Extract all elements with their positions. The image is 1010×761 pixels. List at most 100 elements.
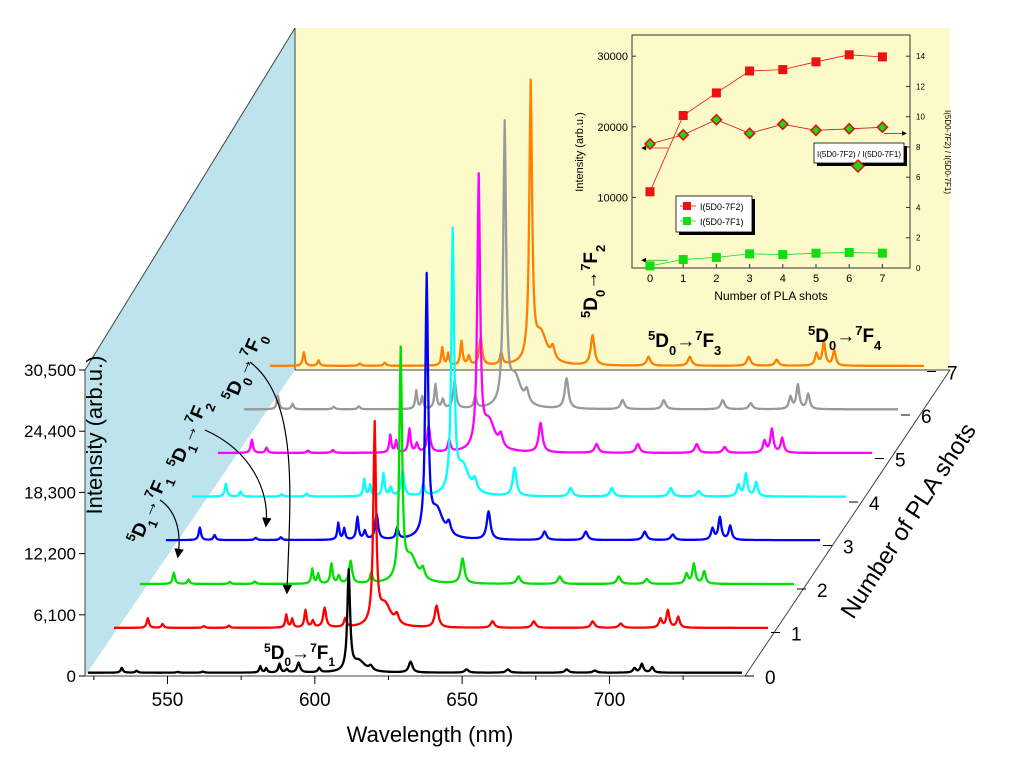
spectrum-shot-1 bbox=[113, 419, 769, 630]
label-5d0-7f2: 5D0→7F2 bbox=[578, 245, 608, 318]
x-tick-label: 550 bbox=[152, 690, 184, 711]
inset-right-tick-label: 4 bbox=[916, 203, 921, 212]
inset-point bbox=[877, 52, 887, 62]
y-axis-title: Intensity (arb.u.) bbox=[82, 356, 107, 515]
spectrum-shot-4 bbox=[191, 226, 847, 498]
y-axis: 0 6,100 12,200 18,300 24,400 30,500 bbox=[24, 361, 85, 686]
y-tick-label: 30,500 bbox=[24, 361, 76, 380]
y-tick-label: 0 bbox=[67, 667, 76, 686]
spectrum-shot-5 bbox=[217, 172, 873, 455]
ratio-legend-marker bbox=[850, 158, 866, 174]
inset-x-tick-label: 1 bbox=[680, 273, 686, 285]
spectra-traces bbox=[87, 78, 925, 674]
inset-point bbox=[811, 57, 821, 67]
x-tick-label: 700 bbox=[594, 690, 626, 711]
inset-ratio-point bbox=[776, 118, 789, 131]
inset-ratio-point bbox=[710, 113, 723, 126]
inset-right-tick-label: 8 bbox=[916, 143, 921, 152]
floor-plane bbox=[85, 370, 950, 676]
inset-x-tick-label: 3 bbox=[747, 273, 753, 285]
shots-axis: 0 1 2 3 4 5 6 7 bbox=[745, 364, 958, 689]
shot-label: 0 bbox=[765, 668, 776, 689]
x-tick-label: 650 bbox=[446, 690, 478, 711]
label-5d0-7f3: 5D0→7F3 bbox=[648, 328, 721, 358]
shot-label: 2 bbox=[817, 581, 828, 602]
inset-line-0 bbox=[649, 54, 883, 192]
inset-x-tick-label: 4 bbox=[780, 273, 786, 285]
inset-ratio-point bbox=[809, 124, 823, 137]
inset-ratio-point bbox=[743, 127, 756, 140]
frame-lines bbox=[84, 27, 951, 677]
inset-ratio-point bbox=[643, 137, 657, 151]
label-5d0-7f1: 5D0→7F1 bbox=[264, 641, 335, 669]
y-tick-label: 12,200 bbox=[24, 545, 76, 564]
spectrum-shot-0 bbox=[87, 568, 743, 674]
inset-point bbox=[745, 66, 755, 76]
inset-point bbox=[711, 252, 721, 262]
x-axis-title: Wavelength (nm) bbox=[347, 722, 514, 747]
spectrum-shot-3 bbox=[165, 271, 821, 542]
shot-label: 6 bbox=[921, 407, 932, 428]
inset-right-title: I(5D0-7F2) / I(5D0-7F1) bbox=[943, 110, 952, 194]
inset-right-tick-label: 6 bbox=[916, 173, 921, 182]
y-tick-label: 6,100 bbox=[33, 606, 76, 625]
arrow-5d1-7f2 bbox=[204, 429, 272, 528]
shot-label: 3 bbox=[843, 538, 854, 559]
spectrum-shot-7 bbox=[269, 78, 925, 368]
shot-label: 4 bbox=[869, 494, 880, 515]
inset-x-tick-label: 6 bbox=[846, 273, 852, 285]
inset-x-tick-label: 2 bbox=[713, 273, 719, 285]
inset-ratio-point bbox=[876, 121, 889, 134]
inset-line-1 bbox=[649, 252, 883, 267]
inset-point bbox=[778, 250, 788, 260]
inset-right-tick-label: 0 bbox=[916, 264, 921, 273]
inset-x-tick-label: 7 bbox=[879, 273, 885, 285]
x-axis: 550 600 650 700 bbox=[93, 676, 684, 711]
inset-point bbox=[678, 110, 688, 120]
inset-point bbox=[678, 255, 688, 265]
inset-point bbox=[711, 88, 721, 98]
shot-label: 1 bbox=[791, 625, 802, 646]
x-tick-label: 600 bbox=[299, 690, 331, 711]
inset-point bbox=[645, 261, 655, 271]
inset-point bbox=[645, 187, 655, 197]
y-tick-label: 18,300 bbox=[24, 483, 76, 502]
inset-right-tick-label: 10 bbox=[916, 113, 925, 122]
inset-x-tick-label: 0 bbox=[647, 273, 653, 285]
inset-right-tick-label: 2 bbox=[916, 234, 921, 243]
transition-labels: 5D0→7F1 5D0→7F2 5D0→7F3 5D0→7F4 5D0→7F0 … bbox=[122, 245, 882, 669]
inset-point bbox=[811, 248, 821, 258]
arrow-5d0-7f0 bbox=[249, 361, 293, 595]
inset-y-title: Intensity (arb.u.) bbox=[574, 112, 586, 191]
inset-point bbox=[778, 65, 788, 75]
inset-y-tick-label: 20000 bbox=[597, 122, 628, 134]
inset-right-tick-label: 14 bbox=[916, 52, 925, 61]
back-wall bbox=[295, 28, 950, 370]
legend-label-7f2: I(5D0-7F2) bbox=[700, 202, 744, 212]
side-wall bbox=[85, 28, 295, 676]
inset-ratio-point bbox=[677, 128, 690, 141]
spectrum-shot-2 bbox=[139, 345, 795, 586]
label-5d0-7f4: 5D0→7F4 bbox=[808, 323, 882, 353]
inset-ratio-point bbox=[843, 122, 856, 135]
inset-x-title: Number of PLA shots bbox=[714, 289, 827, 303]
inset-y-tick-label: 30000 bbox=[597, 51, 628, 63]
shot-label: 7 bbox=[947, 364, 958, 385]
arrow-5d1-7f1 bbox=[159, 499, 184, 559]
inset-y-tick-label: 10000 bbox=[597, 192, 628, 204]
ratio-label: I(5D0-7F2) / I(5D0-7F1) bbox=[817, 150, 901, 159]
shot-label: 5 bbox=[895, 451, 906, 472]
y-tick-label: 24,400 bbox=[24, 422, 76, 441]
inset-x-tick-label: 5 bbox=[813, 273, 819, 285]
inset-point bbox=[844, 247, 854, 257]
inset-point bbox=[844, 50, 854, 60]
inset-frame bbox=[631, 34, 911, 269]
annotation-arrows bbox=[159, 361, 293, 595]
inset-right-tick-label: 12 bbox=[916, 82, 925, 91]
legend-label-7f1: I(5D0-7F1) bbox=[700, 217, 744, 227]
inset-point bbox=[745, 249, 755, 259]
